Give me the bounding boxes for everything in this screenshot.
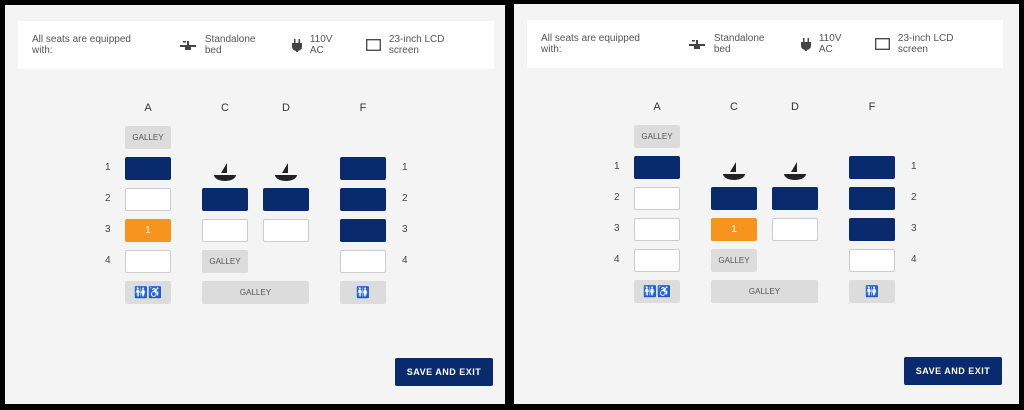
amenity-label: 110V AC bbox=[309, 34, 333, 56]
screen-icon bbox=[874, 38, 898, 50]
seat-2d[interactable] bbox=[772, 187, 818, 210]
row-number-right: 1 bbox=[402, 162, 408, 173]
seat-1a[interactable] bbox=[125, 157, 171, 180]
galley-wide: GALLEY bbox=[202, 281, 309, 304]
row-number-left: 1 bbox=[105, 162, 111, 173]
seat-4a[interactable] bbox=[634, 249, 680, 272]
restroom-icon: 🚻 bbox=[356, 287, 370, 299]
screen-icon bbox=[365, 39, 389, 51]
seat-3f[interactable] bbox=[849, 218, 895, 241]
amenities-bar: All seats are equipped with: Standalone b… bbox=[18, 21, 494, 69]
amenity-item: 23-inch LCD screen bbox=[874, 33, 985, 55]
column-label-d: D bbox=[282, 102, 290, 114]
restroom-icon: 🚻 bbox=[865, 286, 879, 298]
galley-wide: GALLEY bbox=[711, 280, 818, 303]
seat-3a[interactable]: 1 bbox=[125, 219, 171, 242]
seat-1a[interactable] bbox=[634, 156, 680, 179]
row-number-right: 3 bbox=[402, 224, 408, 235]
seat-3f[interactable] bbox=[340, 219, 386, 242]
row-number-right: 3 bbox=[911, 223, 917, 234]
save-and-exit-button[interactable]: SAVE AND EXIT bbox=[904, 357, 1002, 385]
seat-map-panel: All seats are equipped with: Standalone b… bbox=[514, 4, 1019, 404]
bed-icon bbox=[688, 38, 714, 50]
plug-icon bbox=[291, 38, 310, 52]
amenity-label: Standalone bed bbox=[204, 34, 256, 56]
amenity-item: 110V AC bbox=[800, 33, 857, 55]
galley: GALLEY bbox=[125, 126, 171, 149]
row-number-left: 1 bbox=[614, 161, 620, 172]
bed-icon bbox=[179, 39, 205, 51]
row-number-right: 2 bbox=[911, 192, 917, 203]
lavatory-accessible: 🚻♿ bbox=[125, 281, 171, 304]
row-number-right: 4 bbox=[911, 254, 917, 265]
seat-3a[interactable] bbox=[634, 218, 680, 241]
amenity-item: 23-inch LCD screen bbox=[365, 34, 476, 56]
bassinet-icon bbox=[214, 163, 236, 188]
galley: GALLEY bbox=[634, 125, 680, 148]
seat-1f[interactable] bbox=[849, 156, 895, 179]
galley: GALLEY bbox=[202, 250, 248, 273]
seat-2d[interactable] bbox=[263, 188, 309, 211]
row-number-left: 2 bbox=[614, 192, 620, 203]
amenity-item: Standalone bed bbox=[688, 33, 783, 55]
lavatory: 🚻 bbox=[340, 281, 386, 304]
amenity-item: 110V AC bbox=[291, 34, 348, 56]
seat-2a[interactable] bbox=[125, 188, 171, 211]
amenity-label: 23-inch LCD screen bbox=[897, 33, 954, 55]
seat-3c[interactable] bbox=[202, 219, 248, 242]
column-label-a: A bbox=[653, 101, 661, 113]
seat-4a[interactable] bbox=[125, 250, 171, 273]
bassinet-icon bbox=[275, 163, 297, 188]
lavatory-accessible: 🚻♿ bbox=[634, 280, 680, 303]
row-number-left: 4 bbox=[105, 255, 111, 266]
row-number-left: 2 bbox=[105, 193, 111, 204]
column-label-a: A bbox=[144, 102, 152, 114]
amenity-label: 23-inch LCD screen bbox=[388, 34, 445, 56]
bassinet-icon bbox=[723, 162, 745, 187]
amenities-label: All seats are equipped with: bbox=[32, 34, 131, 56]
seat-2c[interactable] bbox=[202, 188, 248, 211]
row-number-right: 4 bbox=[402, 255, 408, 266]
bassinet-icon bbox=[784, 162, 806, 187]
seat-3d[interactable] bbox=[772, 218, 818, 241]
amenities-bar: All seats are equipped with: Standalone b… bbox=[527, 20, 1003, 68]
seat-1f[interactable] bbox=[340, 157, 386, 180]
restroom-accessible-icon: 🚻♿ bbox=[643, 286, 671, 298]
seat-2f[interactable] bbox=[849, 187, 895, 210]
seat-3d[interactable] bbox=[263, 219, 309, 242]
column-label-d: D bbox=[791, 101, 799, 113]
seat-3c[interactable]: 1 bbox=[711, 218, 757, 241]
row-number-left: 3 bbox=[105, 224, 111, 235]
row-number-right: 2 bbox=[402, 193, 408, 204]
row-number-left: 3 bbox=[614, 223, 620, 234]
amenity-label: 110V AC bbox=[818, 33, 842, 55]
amenities-label: All seats are equipped with: bbox=[541, 33, 640, 55]
column-label-c: C bbox=[730, 101, 738, 113]
column-label-c: C bbox=[221, 102, 229, 114]
column-label-f: F bbox=[868, 101, 876, 113]
seat-2f[interactable] bbox=[340, 188, 386, 211]
seat-4f[interactable] bbox=[849, 249, 895, 272]
seat-2a[interactable] bbox=[634, 187, 680, 210]
amenity-item: Standalone bed bbox=[179, 34, 274, 56]
row-number-right: 1 bbox=[911, 161, 917, 172]
save-and-exit-button[interactable]: SAVE AND EXIT bbox=[395, 358, 493, 386]
galley: GALLEY bbox=[711, 249, 757, 272]
restroom-accessible-icon: 🚻♿ bbox=[134, 287, 162, 299]
seat-map-panel: All seats are equipped with: Standalone b… bbox=[5, 5, 505, 404]
row-number-left: 4 bbox=[614, 254, 620, 265]
lavatory: 🚻 bbox=[849, 280, 895, 303]
column-label-f: F bbox=[359, 102, 367, 114]
seat-2c[interactable] bbox=[711, 187, 757, 210]
amenity-label: Standalone bed bbox=[713, 33, 765, 55]
seat-4f[interactable] bbox=[340, 250, 386, 273]
plug-icon bbox=[800, 37, 819, 51]
